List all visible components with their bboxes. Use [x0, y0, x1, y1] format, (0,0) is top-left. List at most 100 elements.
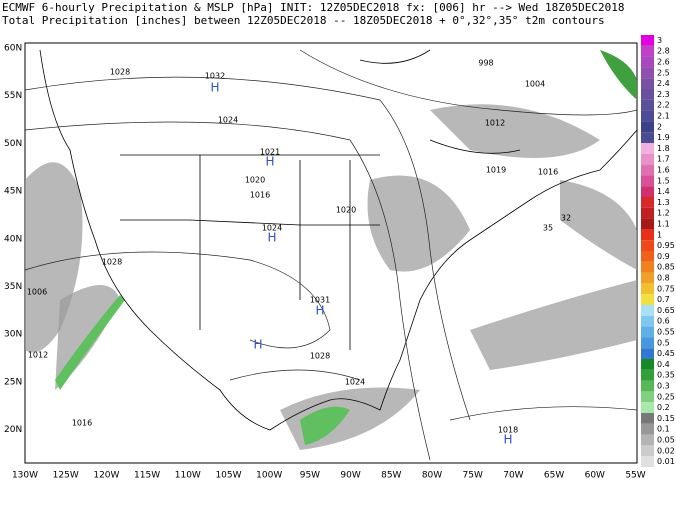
isobar-label: 1028	[310, 352, 330, 361]
lon-label: 70W	[503, 471, 523, 481]
isobar-label: 1016	[538, 168, 558, 177]
colorbar-label: 0.05	[657, 436, 675, 445]
colorbar-swatch	[641, 348, 654, 359]
colorbar-swatch	[641, 175, 654, 187]
colorbar-swatch	[641, 35, 654, 46]
title-line-2: Total Precipitation [inches] between 12Z…	[2, 14, 605, 27]
colorbar-label: 0.6	[657, 317, 670, 326]
isobar-label: 1028	[102, 258, 122, 267]
colorbar-label: 0.02	[657, 446, 675, 455]
lon-label: 120W	[93, 471, 119, 481]
colorbar-swatch	[641, 369, 654, 381]
colorbar-swatch	[641, 45, 654, 57]
lat-label: 50N	[4, 139, 22, 149]
lat-label: 30N	[4, 330, 22, 340]
colorbar-swatch	[641, 153, 654, 165]
lon-label: 115W	[134, 471, 160, 481]
colorbar-swatch	[641, 326, 654, 338]
colorbar-swatch	[641, 456, 654, 467]
lon-label: 65W	[544, 471, 564, 481]
colorbar-swatch	[641, 434, 654, 446]
colorbar-swatch	[641, 99, 654, 111]
high-marker: H	[210, 81, 219, 95]
colorbar-swatch	[641, 423, 654, 435]
isobar-label: 998	[478, 59, 493, 68]
colorbar-label: 2.1	[657, 112, 670, 121]
colorbar-swatch	[641, 164, 654, 176]
colorbar-label: 0.3	[657, 382, 670, 391]
colorbar-swatch	[641, 186, 654, 197]
colorbar-swatch	[641, 121, 654, 133]
lon-label: 125W	[53, 471, 79, 481]
lon-label: 55W	[625, 471, 645, 481]
colorbar-swatch	[641, 207, 654, 219]
colorbar-label: 1.8	[657, 144, 670, 153]
isobar-label: 1004	[525, 80, 545, 89]
colorbar-label: 0.95	[657, 241, 675, 250]
colorbar-label: 0.35	[657, 371, 675, 380]
isobar-label: 1019	[486, 166, 506, 175]
colorbar-swatch	[641, 272, 654, 284]
colorbar-swatch	[641, 240, 654, 251]
colorbar-swatch	[641, 305, 654, 316]
isobar-label: 1024	[218, 116, 238, 125]
isobar-label: 1006	[27, 288, 47, 297]
lon-label: 90W	[340, 471, 360, 481]
colorbar-label: 1.4	[657, 187, 670, 196]
isobar-label: 1012	[28, 351, 48, 360]
colorbar-label: 1.1	[657, 220, 670, 229]
isobar-label: 1032	[205, 72, 225, 81]
isobar-label: 1024	[345, 378, 365, 387]
colorbar-swatch	[641, 143, 654, 154]
colorbar-label: 1.3	[657, 198, 670, 207]
colorbar-label: 1.9	[657, 133, 670, 142]
colorbar-swatch	[641, 218, 654, 230]
precip-shading	[25, 50, 637, 450]
lon-label: 75W	[463, 471, 483, 481]
colorbar-label: 0.5	[657, 338, 670, 347]
colorbar-swatch	[641, 413, 654, 424]
lat-label: 40N	[4, 234, 22, 244]
colorbar-label: 1.5	[657, 176, 670, 185]
isobar-label: 1018	[498, 426, 518, 435]
colorbar-label: 0.15	[657, 414, 675, 423]
colorbar-label: 3	[657, 36, 662, 45]
isobar-label: 1024	[262, 224, 282, 233]
colorbar-swatch	[641, 402, 654, 413]
colorbar-label: 0.7	[657, 295, 670, 304]
lat-label: 20N	[4, 425, 22, 435]
colorbar-label: 1.2	[657, 209, 670, 218]
isobar-label: 1016	[72, 419, 92, 428]
colorbar-label: 0.4	[657, 360, 670, 369]
colorbar-swatch	[641, 380, 654, 392]
lon-label: 95W	[300, 471, 320, 481]
isobars	[24, 49, 638, 461]
colorbar-label: 0.1	[657, 425, 670, 434]
lat-label: 35N	[4, 282, 22, 292]
colorbar-swatch	[641, 337, 654, 349]
colorbar-label: 0.8	[657, 274, 670, 283]
colorbar-label: 1.7	[657, 155, 670, 164]
lon-label: 105W	[215, 471, 241, 481]
colorbar-swatch	[641, 110, 654, 122]
colorbar-label: 0.01	[657, 457, 675, 466]
high-marker: H	[265, 155, 274, 169]
colorbar-label: 0.65	[657, 306, 675, 315]
colorbar-label: 2.5	[657, 68, 670, 77]
colorbar-swatch	[641, 261, 654, 273]
isobar-label: 1020	[245, 176, 265, 185]
colorbar-swatch	[641, 315, 654, 327]
high-marker: H	[267, 231, 276, 245]
colorbar-swatch	[641, 229, 654, 241]
isobar-label: 1031	[310, 296, 330, 305]
coastlines	[39, 49, 638, 431]
colorbar-label: 0.55	[657, 328, 675, 337]
colorbar-label: 2.8	[657, 47, 670, 56]
colorbar-label: 0.45	[657, 349, 675, 358]
colorbar-label: 1.6	[657, 166, 670, 175]
lat-label: 25N	[4, 377, 22, 387]
colorbar-label: 2.4	[657, 79, 670, 88]
colorbar-label: 2.3	[657, 90, 670, 99]
colorbar-label: 2.2	[657, 101, 670, 110]
